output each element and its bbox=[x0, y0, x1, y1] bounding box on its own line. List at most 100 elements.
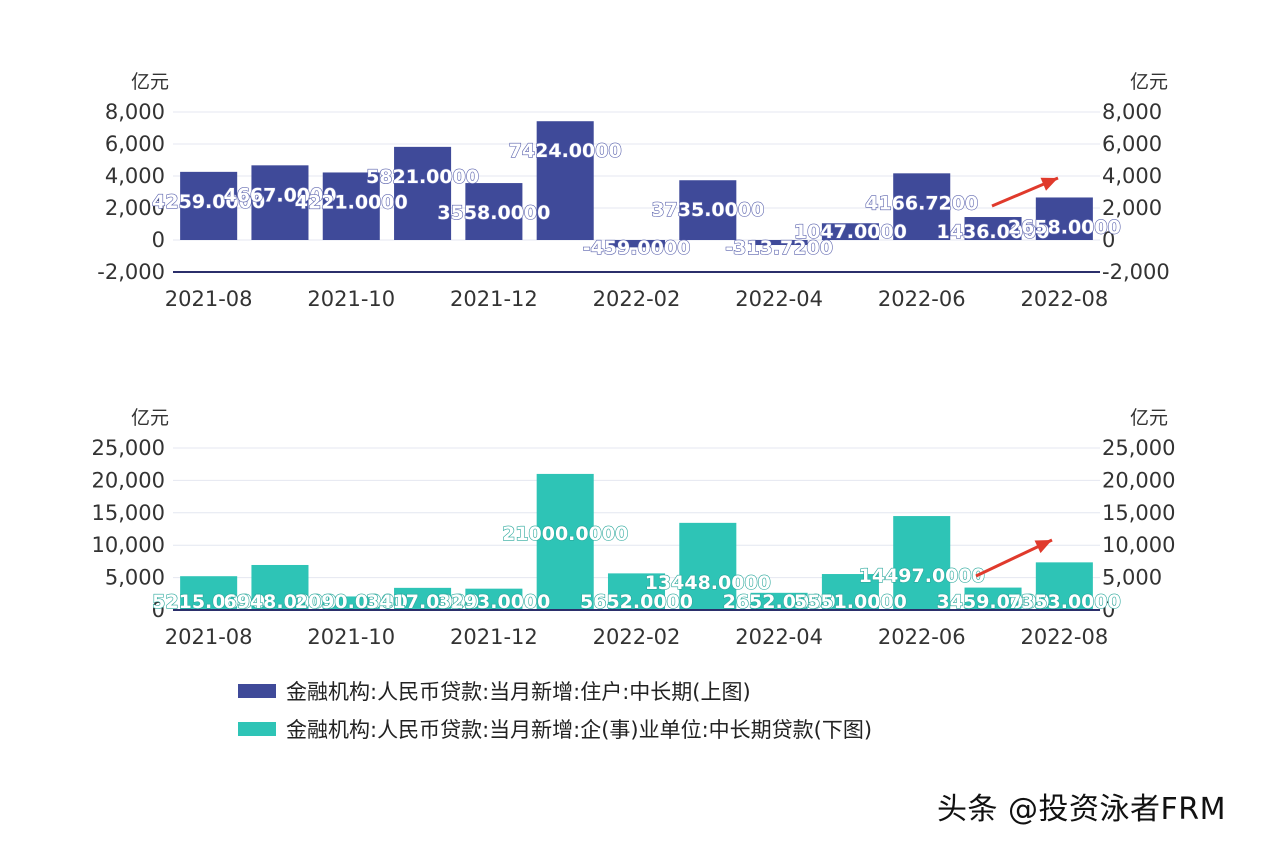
y-tick-right: 20,000 bbox=[1102, 468, 1175, 492]
bar bbox=[251, 564, 309, 610]
bar bbox=[536, 121, 594, 240]
top-chart: 8,000 8,000 6,000 6,000 4,000 4,000 2,000 2,000… bbox=[97, 71, 1169, 311]
y-tick-left: 0 bbox=[152, 598, 165, 622]
bar bbox=[465, 183, 523, 240]
bar bbox=[251, 165, 309, 240]
y-tick-right: 5,000 bbox=[1102, 566, 1162, 590]
y-tick-left: 6,000 bbox=[105, 132, 165, 156]
bar bbox=[750, 240, 808, 246]
bar bbox=[750, 592, 808, 610]
unit-label-left: 亿元 bbox=[131, 407, 169, 429]
data-label: 4259.0000 bbox=[152, 191, 265, 213]
x-tick-label: 2022-06 bbox=[878, 287, 966, 311]
bar bbox=[964, 587, 1022, 610]
data-label: 3558.0000 bbox=[437, 202, 550, 224]
data-label: 3735.0000 bbox=[651, 199, 764, 221]
bar bbox=[679, 522, 737, 610]
bar bbox=[821, 223, 879, 240]
bar bbox=[964, 217, 1022, 240]
y-tick-right: 0 bbox=[1102, 598, 1115, 622]
x-tick-label: 2021-12 bbox=[450, 287, 538, 311]
data-label: 21000.0000 bbox=[502, 523, 628, 545]
y-tick-left: 5,000 bbox=[105, 566, 165, 590]
x-tick-label: 2022-08 bbox=[1020, 625, 1108, 649]
y-tick-right: 8,000 bbox=[1102, 100, 1162, 124]
data-label: 1047.0000 bbox=[794, 221, 907, 243]
data-label: 14497.0000 bbox=[859, 565, 985, 587]
bar bbox=[322, 172, 380, 240]
y-tick-left: 25,000 bbox=[92, 436, 165, 460]
data-label: 3293.0000 bbox=[437, 591, 550, 613]
watermark: 头条 @投资泳者FRM bbox=[937, 792, 1227, 827]
data-label: 3417.0000 bbox=[366, 591, 479, 613]
data-label: 3459.0000 bbox=[937, 591, 1050, 613]
data-label: 13448.0000 bbox=[645, 572, 771, 594]
data-label: 7353.0000 bbox=[1008, 591, 1121, 613]
x-tick-label: 2021-12 bbox=[450, 625, 538, 649]
data-label: -313.7200 bbox=[725, 237, 833, 259]
x-tick-label: 2022-02 bbox=[593, 625, 681, 649]
unit-label-right: 亿元 bbox=[1130, 407, 1168, 429]
y-tick-right: 15,000 bbox=[1102, 501, 1175, 525]
data-label: 2658.0000 bbox=[1008, 216, 1121, 238]
legend-item-top-series: 金融机构:人民币贷款:当月新增:住户:中长期(上图) bbox=[238, 672, 872, 710]
y-tick-left: -2,000 bbox=[97, 260, 165, 284]
x-tick-label: 2022-08 bbox=[1020, 287, 1108, 311]
bar bbox=[607, 573, 666, 610]
annotation-arrow-head bbox=[1040, 177, 1058, 191]
x-tick-label: 2021-08 bbox=[165, 287, 253, 311]
y-tick-left: 0 bbox=[152, 228, 165, 252]
bar bbox=[180, 576, 238, 610]
bar bbox=[893, 173, 951, 240]
x-tick-label: 2022-04 bbox=[735, 625, 823, 649]
data-label: 5215.0000 bbox=[152, 591, 265, 613]
y-tick-right: 0 bbox=[1102, 228, 1115, 252]
y-tick-left: 20,000 bbox=[92, 468, 165, 492]
data-label: 4221.0000 bbox=[295, 191, 408, 213]
bar bbox=[679, 180, 737, 240]
bar bbox=[893, 516, 951, 610]
bar bbox=[1035, 197, 1093, 240]
y-tick-right: 25,000 bbox=[1102, 436, 1175, 460]
x-tick-label: 2021-10 bbox=[307, 287, 395, 311]
x-tick-label: 2022-04 bbox=[735, 287, 823, 311]
x-tick-label: 2022-06 bbox=[878, 625, 966, 649]
y-tick-right: -2,000 bbox=[1102, 260, 1170, 284]
y-tick-right: 10,000 bbox=[1102, 533, 1175, 557]
y-tick-left: 8,000 bbox=[105, 100, 165, 124]
data-label: 7424.0000 bbox=[509, 140, 622, 162]
bar bbox=[821, 574, 879, 610]
bar bbox=[394, 587, 452, 610]
unit-label-left: 亿元 bbox=[131, 71, 169, 93]
x-tick-label: 2022-02 bbox=[593, 287, 681, 311]
bar bbox=[322, 596, 380, 610]
data-label: -459.0000 bbox=[583, 237, 691, 259]
x-tick-label: 2021-08 bbox=[165, 625, 253, 649]
bar bbox=[394, 146, 452, 240]
bar bbox=[536, 473, 594, 610]
legend: 金融机构:人民币贷款:当月新增:住户:中长期(上图) 金融机构:人民币贷款:当月… bbox=[238, 672, 872, 748]
y-tick-left: 4,000 bbox=[105, 164, 165, 188]
data-label: 5821.0000 bbox=[366, 166, 479, 188]
bar bbox=[180, 171, 238, 240]
y-tick-right: 6,000 bbox=[1102, 132, 1162, 156]
data-label: 6948.0000 bbox=[223, 591, 336, 613]
bar bbox=[465, 588, 523, 610]
unit-label-right: 亿元 bbox=[1130, 71, 1168, 93]
data-label: 2090.0000 bbox=[295, 591, 408, 613]
legend-swatch-top bbox=[238, 684, 276, 698]
y-tick-right: 2,000 bbox=[1102, 196, 1162, 220]
annotation-arrow-head bbox=[1034, 540, 1052, 554]
bar bbox=[607, 240, 666, 248]
data-label: 2652.0000 bbox=[723, 591, 836, 613]
legend-label-top: 金融机构:人民币贷款:当月新增:住户:中长期(上图) bbox=[286, 680, 751, 704]
data-label: 4166.7200 bbox=[865, 192, 978, 214]
data-label: 5652.0000 bbox=[580, 591, 693, 613]
y-tick-left: 15,000 bbox=[92, 501, 165, 525]
y-tick-right: 4,000 bbox=[1102, 164, 1162, 188]
bar bbox=[1035, 562, 1093, 610]
legend-label-bottom: 金融机构:人民币贷款:当月新增:企(事)业单位:中长期贷款(下图) bbox=[286, 718, 873, 742]
legend-item-bottom-series: 金融机构:人民币贷款:当月新增:企(事)业单位:中长期贷款(下图) bbox=[238, 710, 872, 748]
x-tick-label: 2021-10 bbox=[307, 625, 395, 649]
